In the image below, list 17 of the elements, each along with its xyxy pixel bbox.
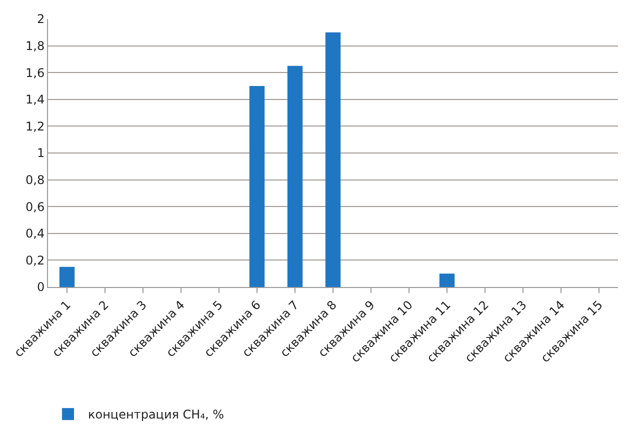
y-tick-label: 0,2 — [26, 253, 45, 268]
y-tick-label: 1 — [36, 146, 45, 160]
y-tick-label: 1,4 — [26, 92, 45, 107]
bar — [287, 66, 303, 287]
bar — [439, 274, 455, 287]
y-tick-label: 1,8 — [26, 39, 45, 53]
y-tick-label: 1,6 — [26, 66, 45, 80]
y-tick-label: 0 — [36, 280, 45, 294]
y-tick-label: 1,2 — [26, 119, 45, 134]
y-tick-label: 2 — [36, 12, 45, 26]
y-tick-label: 0,4 — [26, 226, 45, 241]
bar — [249, 86, 265, 287]
y-tick-label: 0,6 — [26, 200, 45, 214]
legend-label: концентрация CH₄, % — [88, 408, 224, 422]
bar — [325, 32, 341, 287]
bar — [59, 266, 75, 287]
y-tick-label: 0,8 — [26, 173, 45, 187]
